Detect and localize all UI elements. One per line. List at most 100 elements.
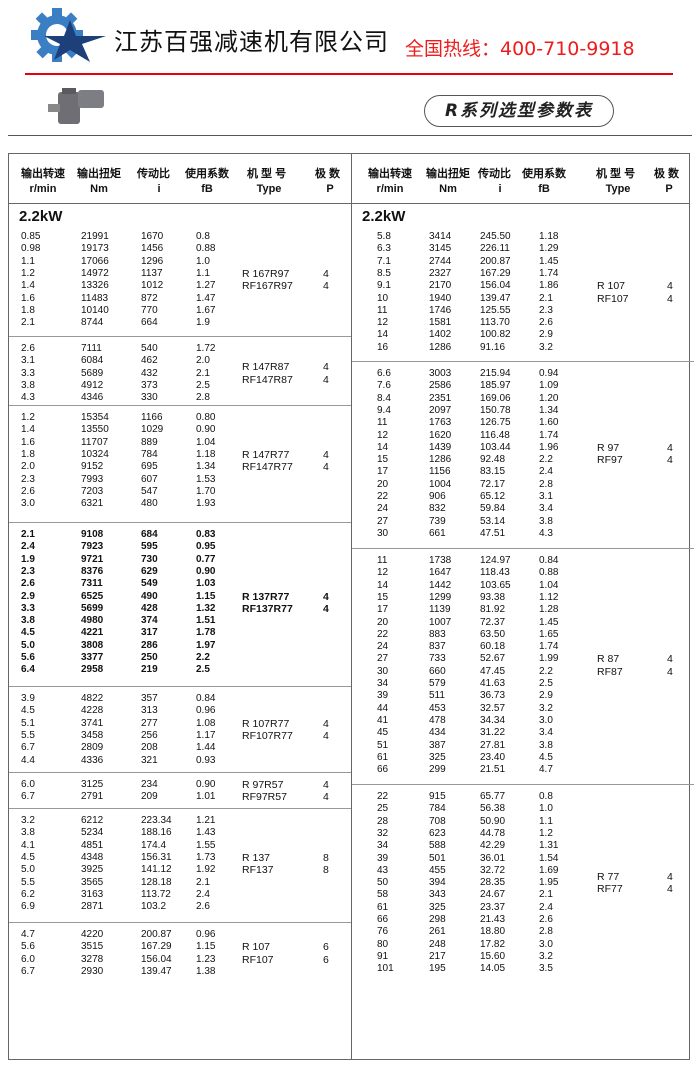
cell-speed: 14 — [377, 441, 389, 453]
cell-fb: 3.8 — [539, 515, 553, 527]
cell-torque: 261 — [429, 926, 446, 938]
cell-torque: 3145 — [429, 243, 452, 255]
model-type: RF137 — [242, 864, 274, 877]
cell-speed: 1.8 — [21, 448, 35, 460]
cell-speed: 4.5 — [21, 627, 35, 639]
table-row: 8.5 2327 167.29 1.74 — [352, 268, 692, 280]
cell-speed: 2.3 — [21, 473, 35, 485]
header-type: 机 型 号 — [247, 168, 287, 180]
cell-fb: 0.83 — [196, 529, 216, 540]
cell-speed: 1.2 — [21, 412, 35, 423]
cell-speed: 20 — [377, 616, 389, 628]
cell-torque: 8744 — [81, 317, 104, 329]
cell-torque: 1763 — [429, 417, 452, 429]
cell-fb: 2.8 — [539, 926, 553, 938]
cell-fb: 2.0 — [196, 355, 210, 367]
cell-fb: 3.2 — [539, 702, 553, 714]
cell-torque: 325 — [429, 901, 446, 913]
table-row: 27 739 53.14 3.8 — [352, 516, 692, 528]
cell-ratio: 462 — [141, 355, 158, 367]
cell-speed: 0.85 — [21, 231, 41, 242]
cell-speed: 4.7 — [21, 929, 35, 940]
cell-fb: 1.2 — [539, 827, 553, 839]
cell-torque: 11483 — [81, 292, 109, 304]
cell-ratio: 208 — [141, 742, 158, 754]
cell-ratio: 684 — [141, 529, 158, 540]
cell-ratio: 357 — [141, 693, 158, 704]
cell-torque: 2351 — [429, 392, 452, 404]
cell-ratio: 44.78 — [480, 827, 506, 839]
cell-speed: 5.5 — [21, 729, 35, 741]
cell-ratio: 549 — [141, 578, 158, 590]
cell-fb: 1.01 — [196, 791, 216, 803]
cell-fb: 0.96 — [196, 929, 216, 940]
cell-torque: 478 — [429, 714, 446, 726]
cell-torque: 1299 — [429, 591, 452, 603]
cell-speed: 24 — [377, 641, 389, 653]
table-row: 2.3 7993 607 1.53 — [9, 474, 349, 486]
model-group: 2.2kW 0.85 21991 1670 0.8 0.98 19173 1456 0.88 1.… — [9, 204, 351, 337]
table-row: 22 883 63.50 1.65 — [352, 629, 692, 641]
table-row: 12 1647 118.43 0.88 — [352, 567, 692, 579]
header-poles: 极 数 — [315, 168, 341, 180]
cell-fb: 0.88 — [196, 243, 216, 255]
table-row: 39 511 36.73 2.9 — [352, 690, 692, 702]
cell-ratio: 113.70 — [480, 317, 510, 329]
cell-fb: 1.15 — [196, 590, 216, 602]
cell-ratio: 1166 — [141, 412, 163, 423]
cell-speed: 6.7 — [21, 965, 35, 977]
table-row: 61 325 23.40 4.5 — [352, 752, 692, 764]
cell-torque: 10324 — [81, 448, 109, 460]
cell-fb: 1.93 — [196, 498, 216, 510]
cell-fb: 4.7 — [539, 764, 553, 776]
table-row: 5.0 3808 286 1.97 — [9, 640, 349, 652]
cell-fb: 2.9 — [539, 690, 553, 702]
cell-ratio: 36.01 — [480, 852, 506, 864]
cell-fb: 1.31 — [539, 840, 559, 852]
model-type: R 167R97 — [242, 267, 290, 280]
cell-ratio: 72.17 — [480, 478, 506, 490]
cell-speed: 66 — [377, 914, 389, 925]
model-group: 2.1 9108 684 0.83 2.4 7923 595 0.95 1.9 9721 730 0.… — [9, 523, 351, 687]
cell-torque: 1402 — [429, 329, 452, 341]
cell-ratio: 50.90 — [480, 815, 506, 827]
cell-torque: 7923 — [81, 541, 104, 553]
cell-torque: 915 — [429, 791, 446, 802]
cell-fb: 1.44 — [196, 742, 216, 754]
model-group: 3.2 6212 223.34 1.21 3.8 5234 188.16 1.43 4.1 485… — [9, 809, 351, 923]
cell-speed: 101 — [377, 963, 394, 975]
pole-count: 4 — [323, 590, 329, 603]
cell-torque: 1940 — [429, 292, 452, 304]
cell-ratio: 17.82 — [480, 938, 506, 950]
cell-ratio: 124.97 — [480, 555, 511, 566]
model-type: RF167R97 — [242, 280, 293, 293]
hotline: 全国热线：400-710-9918 — [405, 38, 635, 60]
cell-torque: 1007 — [429, 616, 452, 628]
model-group: 6.6 3003 215.94 0.94 7.6 2586 185.97 1.09 8.4 235… — [352, 362, 694, 549]
model-group: 1.2 15354 1166 0.80 1.4 13550 1029 0.90 1.6 11707… — [9, 406, 351, 523]
header-ratio-unit: i — [498, 183, 502, 195]
cell-fb: 2.6 — [196, 901, 210, 913]
cell-fb: 0.88 — [539, 567, 559, 579]
cell-ratio: 167.29 — [141, 941, 172, 953]
cell-torque: 1442 — [429, 579, 452, 591]
cell-speed: 5.0 — [21, 639, 35, 651]
cell-speed: 66 — [377, 764, 389, 776]
cell-speed: 1.4 — [21, 424, 35, 436]
cell-fb: 1.34 — [539, 404, 559, 416]
cell-ratio: 607 — [141, 473, 158, 485]
cell-ratio: 41.63 — [480, 678, 506, 689]
cell-ratio: 118.43 — [480, 567, 510, 579]
cell-fb: 1.78 — [196, 627, 216, 639]
table-row: 3.8 4980 374 1.51 — [9, 615, 349, 627]
cell-torque: 11707 — [81, 436, 109, 448]
cell-ratio: 215.94 — [480, 368, 511, 379]
pole-count: 4 — [323, 717, 329, 730]
table-row: 4.1 4851 174.4 1.55 — [9, 840, 349, 852]
table-row: 8.4 2351 169.06 1.20 — [352, 393, 692, 405]
table-row: 1.8 10324 784 1.18 — [9, 449, 349, 461]
cell-ratio: 219 — [141, 664, 158, 676]
cell-torque: 9152 — [81, 461, 104, 473]
cell-speed: 6.0 — [21, 779, 35, 790]
pole-count: 4 — [323, 461, 329, 474]
